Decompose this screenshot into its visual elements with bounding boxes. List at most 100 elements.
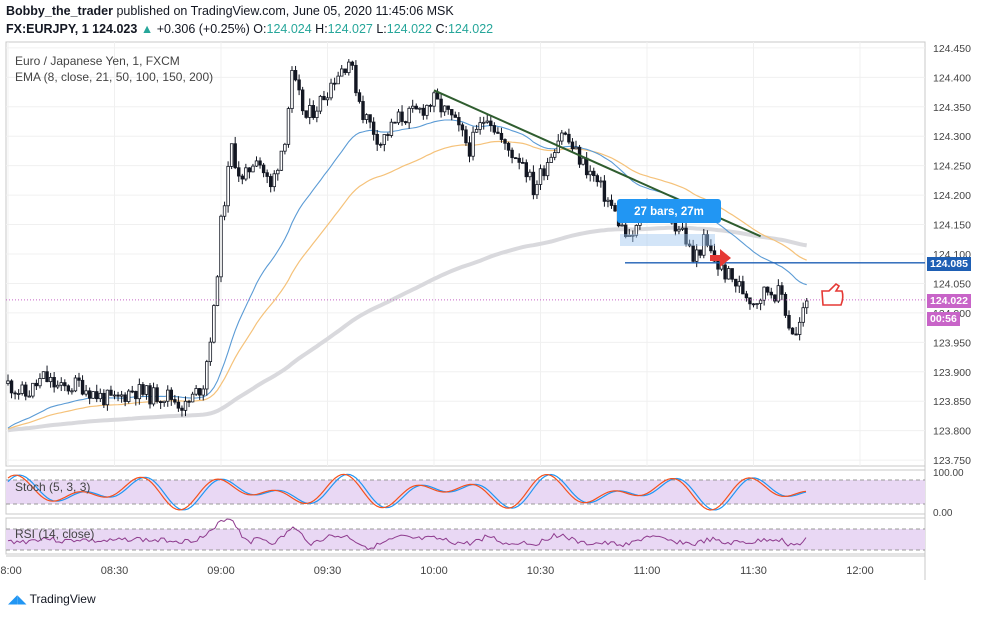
candle-body <box>325 97 330 101</box>
candle-body <box>52 377 56 388</box>
candle-body <box>762 286 766 301</box>
candle-body <box>584 157 589 176</box>
candle-body <box>272 173 276 188</box>
candle-body <box>80 379 85 395</box>
candle-body <box>251 165 255 173</box>
candle-body <box>201 388 205 396</box>
ohlc-close: 124.022 <box>447 22 494 36</box>
rsi-line <box>7 518 807 551</box>
candle-body <box>790 327 795 335</box>
candle-body <box>158 401 163 403</box>
candle-body <box>329 82 333 99</box>
rsi-legend: RSI (14, close) <box>15 527 95 541</box>
candle-body <box>290 70 294 109</box>
candle-body <box>141 384 145 395</box>
candle-body <box>247 167 252 173</box>
candle-body <box>531 171 536 196</box>
measure-tooltip <box>617 199 721 223</box>
candle-body <box>197 388 202 396</box>
candle-body <box>59 382 63 386</box>
candle-body <box>592 170 596 177</box>
candle-body <box>723 264 727 280</box>
candle-body <box>105 389 110 406</box>
candle-body <box>460 124 465 131</box>
author-name[interactable]: Bobby_the_trader <box>6 4 113 18</box>
candle-body <box>766 286 770 293</box>
candle-body <box>332 82 337 85</box>
candle-body <box>428 104 433 107</box>
y-tick-label: 123.900 <box>933 367 971 379</box>
x-tick-label: 09:00 <box>207 565 235 577</box>
candle-body <box>357 92 362 102</box>
candle-body <box>169 389 173 400</box>
candle-body <box>336 75 340 85</box>
stoch-legend: Stoch (5, 3, 3) <box>15 480 91 494</box>
candle-body <box>595 175 599 183</box>
candle-body <box>41 371 46 379</box>
candle-body <box>726 268 731 280</box>
symbol-info: FX:EURJPY, 1 124.023 ▲ +0.306 (+0.25%) O… <box>6 22 493 36</box>
candle-body <box>510 149 514 159</box>
candle-body <box>240 175 244 180</box>
candle-body <box>570 141 575 150</box>
candle-body <box>265 172 269 177</box>
candle-body <box>6 380 10 384</box>
candle-body <box>400 111 404 122</box>
ema-legend: EMA (8, close, 21, 50, 100, 150, 200) <box>15 70 214 84</box>
measure-range <box>620 234 715 246</box>
candle-body <box>695 249 699 262</box>
candle-body <box>805 300 809 309</box>
candle-body <box>311 105 315 118</box>
candle-body <box>95 391 99 400</box>
candle-body <box>439 98 443 113</box>
stoch-tick-label: 100.00 <box>933 468 964 479</box>
current-price-label: 124.022 <box>927 294 971 308</box>
symbol: FX:EURJPY, 1 <box>6 22 89 36</box>
candle-body <box>208 341 213 363</box>
candle-body <box>361 101 365 120</box>
last-price: 124.023 <box>92 22 138 36</box>
brand-name: TradingView <box>29 592 96 606</box>
rsi-band-fill <box>6 529 925 550</box>
candle-body <box>84 390 88 395</box>
ohlc-h-label: H: <box>315 22 328 36</box>
candle-body <box>304 110 308 118</box>
publish-info: Bobby_the_trader published on TradingVie… <box>6 4 454 18</box>
candle-body <box>425 104 429 116</box>
candle-body <box>13 392 17 395</box>
candle-body <box>382 134 386 145</box>
candle-body <box>364 114 369 120</box>
candle-body <box>748 297 752 305</box>
candle-body <box>503 139 507 144</box>
x-tick-label: 12:00 <box>846 565 874 577</box>
candle-body <box>528 171 532 178</box>
candle-body <box>176 401 181 409</box>
instrument-legend: Euro / Japanese Yen, 1, FXCM <box>15 54 180 68</box>
candle-body <box>471 131 475 157</box>
candle-body <box>773 294 777 302</box>
candle-body <box>734 278 738 287</box>
candle-body <box>521 161 525 164</box>
candle-body <box>119 394 124 397</box>
ohlc-high: 124.027 <box>327 22 373 36</box>
candle-body <box>194 388 198 395</box>
candle-body <box>173 399 177 403</box>
x-tick-label: 11:00 <box>634 565 661 577</box>
tradingview-logo[interactable]: ◢◣ TradingView <box>8 592 96 606</box>
ema-orange-line <box>7 140 807 430</box>
y-tick-label: 124.150 <box>933 220 971 232</box>
ohlc-c-label: C: <box>435 22 448 36</box>
candle-body <box>542 168 546 177</box>
candle-body <box>794 333 798 336</box>
candle-body <box>20 384 24 394</box>
candle-body <box>151 387 156 405</box>
candle-body <box>386 134 390 136</box>
candle-body <box>418 107 422 110</box>
candle-body <box>219 215 223 278</box>
candle-body <box>680 227 685 230</box>
candle-body <box>9 380 14 394</box>
candle-body <box>244 167 248 180</box>
candle-body <box>581 157 585 165</box>
candle-body <box>407 107 411 124</box>
